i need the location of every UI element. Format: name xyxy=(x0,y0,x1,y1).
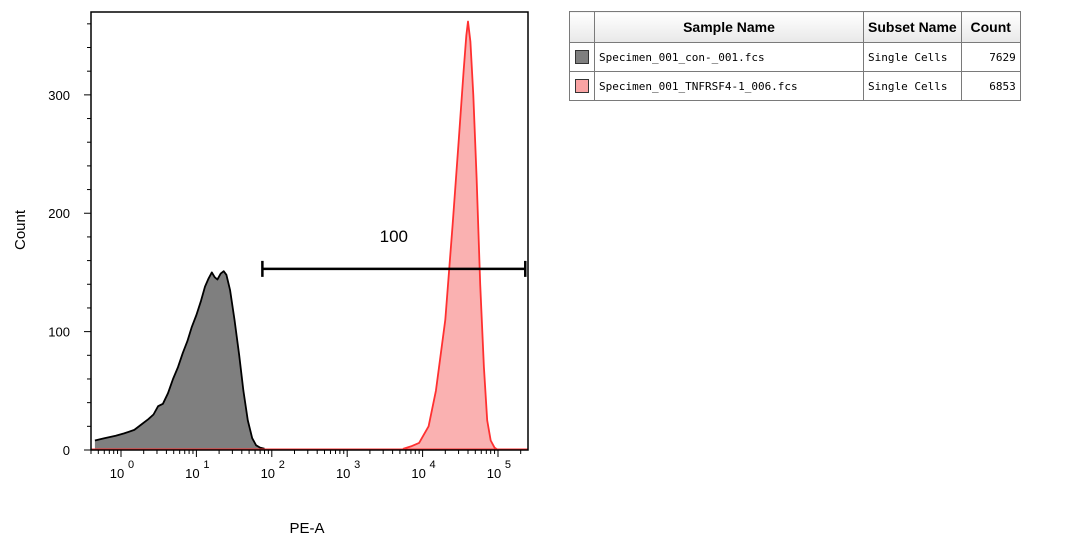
subset-name-header[interactable]: Subset Name xyxy=(863,11,962,43)
gate-label: 100 xyxy=(380,227,408,246)
legend-swatch xyxy=(575,79,589,94)
y-tick-label: 100 xyxy=(48,325,70,340)
legend-swatch-cell xyxy=(569,71,595,101)
x-tick-exponent: 3 xyxy=(354,459,360,471)
x-tick-exponent: 2 xyxy=(279,459,285,471)
x-tick-label: 10 xyxy=(487,466,501,481)
y-tick-label: 300 xyxy=(48,88,70,103)
legend-swatch-cell xyxy=(569,42,595,72)
y-tick-label: 0 xyxy=(63,443,70,458)
legend-count: 7629 xyxy=(960,42,1021,72)
x-tick-label: 10 xyxy=(411,466,425,481)
series-area-0 xyxy=(94,271,265,450)
legend-count: 6853 xyxy=(960,71,1021,101)
legend-swatch-header xyxy=(569,11,595,43)
legend-swatch xyxy=(575,50,589,65)
y-axis-title: Count xyxy=(12,209,29,250)
legend-sample-name: Specimen_001_TNFRSF4-1_006.fcs xyxy=(594,71,864,101)
x-tick-exponent: 1 xyxy=(203,459,209,471)
x-tick-exponent: 0 xyxy=(128,459,134,471)
x-axis-title: PE-A xyxy=(289,520,324,537)
x-tick-label: 10 xyxy=(185,466,199,481)
series-area-1 xyxy=(403,21,498,450)
legend-subset-name: Single Cells xyxy=(863,42,962,72)
y-tick-label: 200 xyxy=(48,206,70,221)
x-tick-label: 10 xyxy=(261,466,275,481)
legend-subset-name: Single Cells xyxy=(863,71,962,101)
series-outline-0 xyxy=(94,270,265,450)
series-outline-1 xyxy=(402,20,499,451)
legend-row[interactable]: Specimen_001_TNFRSF4-1_006.fcs Single Ce… xyxy=(569,71,1021,101)
plot-frame xyxy=(90,11,529,451)
x-tick-label: 10 xyxy=(110,466,124,481)
histogram-series xyxy=(91,20,528,451)
legend-table: Sample Name Subset Name Count Specimen_0… xyxy=(569,11,1021,101)
x-tick-exponent: 4 xyxy=(430,459,436,471)
legend-sample-name: Specimen_001_con-_001.fcs xyxy=(594,42,864,72)
gate: 100 xyxy=(261,227,527,277)
x-tick-exponent: 5 xyxy=(505,459,511,471)
sample-name-header[interactable]: Sample Name xyxy=(594,11,864,43)
count-header[interactable]: Count xyxy=(960,11,1021,43)
legend-row[interactable]: Specimen_001_con-_001.fcs Single Cells 7… xyxy=(569,42,1021,72)
x-tick-label: 10 xyxy=(336,466,350,481)
legend-header-row: Sample Name Subset Name Count xyxy=(569,11,1021,43)
